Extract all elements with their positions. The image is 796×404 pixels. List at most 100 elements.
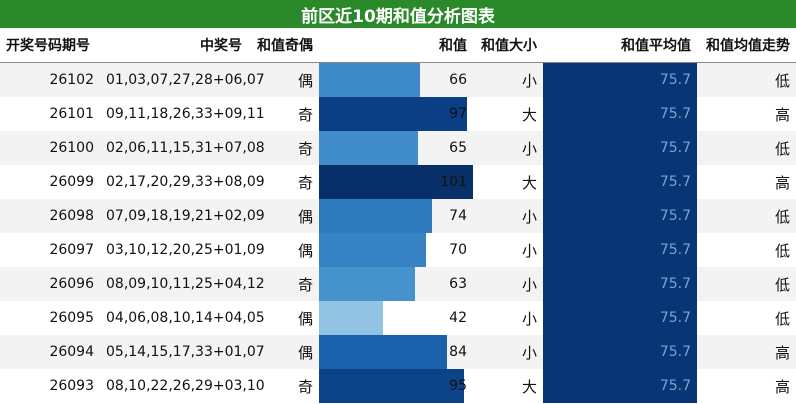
sum-bar bbox=[319, 63, 420, 97]
header-size: 和值大小 bbox=[473, 28, 543, 63]
sum-cell: 42 bbox=[319, 301, 473, 335]
sum-cell: 97 bbox=[319, 97, 473, 131]
header-parity: 和值奇偶 bbox=[248, 28, 319, 63]
numbers-cell: 03,10,12,20,25+01,09 bbox=[100, 233, 265, 267]
size-cell: 大 bbox=[473, 97, 543, 131]
period-cell: 26102 bbox=[0, 62, 100, 97]
sum-value: 74 bbox=[449, 208, 467, 224]
sum-cell: 101 bbox=[319, 165, 473, 199]
period-cell: 26096 bbox=[0, 267, 100, 301]
trend-cell: 高 bbox=[697, 165, 796, 199]
sum-bar bbox=[319, 131, 419, 165]
sum-value: 42 bbox=[449, 310, 467, 326]
sum-value: 63 bbox=[449, 276, 467, 292]
trend-cell: 低 bbox=[697, 62, 796, 97]
sum-bar bbox=[319, 267, 416, 301]
numbers-cell: 02,06,11,15,31+07,08 bbox=[100, 131, 265, 165]
period-cell: 26098 bbox=[0, 199, 100, 233]
numbers-cell: 09,11,18,26,33+09,11 bbox=[100, 97, 265, 131]
size-cell: 大 bbox=[473, 165, 543, 199]
size-cell: 小 bbox=[473, 301, 543, 335]
table-row: 26095 04,06,08,10,14+04,05 偶 42 小 75.7 低 bbox=[0, 301, 796, 335]
avg-cell: 75.7 bbox=[543, 267, 697, 301]
parity-cell: 偶 bbox=[248, 233, 319, 267]
period-cell: 26093 bbox=[0, 369, 100, 403]
parity-cell: 奇 bbox=[248, 267, 319, 301]
period-cell: 26097 bbox=[0, 233, 100, 267]
parity-cell: 偶 bbox=[248, 62, 319, 97]
size-cell: 小 bbox=[473, 131, 543, 165]
header-avg: 和值平均值 bbox=[543, 28, 697, 63]
size-cell: 小 bbox=[473, 233, 543, 267]
avg-cell: 75.7 bbox=[543, 335, 697, 369]
period-cell: 26095 bbox=[0, 301, 100, 335]
sum-bar bbox=[319, 301, 384, 335]
size-cell: 小 bbox=[473, 335, 543, 369]
sum-value: 70 bbox=[449, 242, 467, 258]
sum-bar bbox=[319, 369, 464, 403]
numbers-cell: 01,03,07,27,28+06,07 bbox=[100, 62, 265, 97]
trend-cell: 高 bbox=[697, 369, 796, 403]
table-row: 26096 08,09,10,11,25+04,12 奇 63 小 75.7 低 bbox=[0, 267, 796, 301]
sum-cell: 65 bbox=[319, 131, 473, 165]
parity-cell: 奇 bbox=[248, 131, 319, 165]
sum-bar bbox=[319, 335, 448, 369]
sum-bar bbox=[319, 165, 473, 199]
parity-cell: 偶 bbox=[248, 335, 319, 369]
size-cell: 小 bbox=[473, 199, 543, 233]
size-cell: 大 bbox=[473, 369, 543, 403]
table-row: 26100 02,06,11,15,31+07,08 奇 65 小 75.7 低 bbox=[0, 131, 796, 165]
avg-cell: 75.7 bbox=[543, 301, 697, 335]
size-cell: 小 bbox=[473, 62, 543, 97]
table-row: 26094 05,14,15,17,33+01,07 偶 84 小 75.7 高 bbox=[0, 335, 796, 369]
trend-cell: 低 bbox=[697, 199, 796, 233]
avg-cell: 75.7 bbox=[543, 233, 697, 267]
trend-cell: 低 bbox=[697, 267, 796, 301]
sum-value: 101 bbox=[440, 174, 467, 190]
sum-cell: 74 bbox=[319, 199, 473, 233]
header-period: 开奖号码期号 bbox=[0, 28, 100, 63]
numbers-cell: 04,06,08,10,14+04,05 bbox=[100, 301, 265, 335]
sum-analysis-table: 开奖号码期号 中奖号 和值奇偶 和值 和值大小 和值平均值 和值均值走势 261… bbox=[0, 28, 796, 403]
avg-cell: 75.7 bbox=[543, 62, 697, 97]
numbers-cell: 02,17,20,29,33+08,09 bbox=[100, 165, 265, 199]
avg-cell: 75.7 bbox=[543, 97, 697, 131]
table-row: 26098 07,09,18,19,21+02,09 偶 74 小 75.7 低 bbox=[0, 199, 796, 233]
numbers-cell: 05,14,15,17,33+01,07 bbox=[100, 335, 265, 369]
table-row: 26099 02,17,20,29,33+08,09 奇 101 大 75.7 高 bbox=[0, 165, 796, 199]
sum-bar bbox=[319, 199, 432, 233]
sum-value: 95 bbox=[449, 378, 467, 394]
table-row: 26102 01,03,07,27,28+06,07 偶 66 小 75.7 低 bbox=[0, 62, 796, 97]
parity-cell: 奇 bbox=[248, 369, 319, 403]
header-numbers: 中奖号 bbox=[100, 28, 248, 63]
sum-bar bbox=[319, 233, 426, 267]
sum-bar bbox=[319, 97, 467, 131]
table-row: 26097 03,10,12,20,25+01,09 偶 70 小 75.7 低 bbox=[0, 233, 796, 267]
period-cell: 26101 bbox=[0, 97, 100, 131]
avg-cell: 75.7 bbox=[543, 199, 697, 233]
trend-cell: 高 bbox=[697, 97, 796, 131]
period-cell: 26094 bbox=[0, 335, 100, 369]
sum-cell: 95 bbox=[319, 369, 473, 403]
parity-cell: 奇 bbox=[248, 165, 319, 199]
parity-cell: 偶 bbox=[248, 301, 319, 335]
avg-cell: 75.7 bbox=[543, 165, 697, 199]
sum-cell: 70 bbox=[319, 233, 473, 267]
numbers-cell: 08,09,10,11,25+04,12 bbox=[100, 267, 265, 301]
sum-cell: 84 bbox=[319, 335, 473, 369]
size-cell: 小 bbox=[473, 267, 543, 301]
trend-cell: 低 bbox=[697, 233, 796, 267]
header-sum: 和值 bbox=[319, 28, 473, 63]
sum-cell: 63 bbox=[319, 267, 473, 301]
parity-cell: 奇 bbox=[248, 97, 319, 131]
numbers-cell: 08,10,22,26,29+03,10 bbox=[100, 369, 265, 403]
sum-cell: 66 bbox=[319, 62, 473, 97]
table-header-row: 开奖号码期号 中奖号 和值奇偶 和值 和值大小 和值平均值 和值均值走势 bbox=[0, 28, 796, 63]
table-row: 26093 08,10,22,26,29+03,10 奇 95 大 75.7 高 bbox=[0, 369, 796, 403]
sum-value: 84 bbox=[449, 344, 467, 360]
table-row: 26101 09,11,18,26,33+09,11 奇 97 大 75.7 高 bbox=[0, 97, 796, 131]
sum-value: 97 bbox=[449, 106, 467, 122]
page-title: 前区近10期和值分析图表 bbox=[0, 0, 796, 28]
avg-cell: 75.7 bbox=[543, 131, 697, 165]
trend-cell: 高 bbox=[697, 335, 796, 369]
